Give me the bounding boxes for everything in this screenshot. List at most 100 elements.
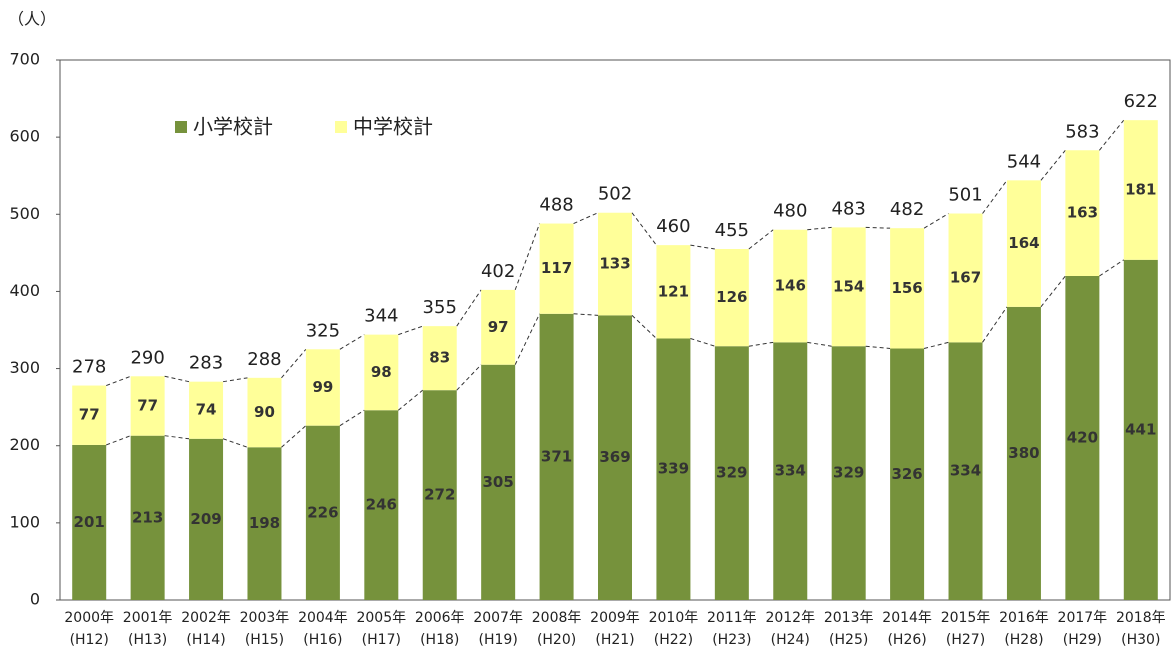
legend-swatch — [335, 121, 347, 133]
connector — [690, 338, 715, 347]
x-tick-sublabel: (H22) — [654, 632, 693, 648]
bar-segment — [305, 349, 340, 426]
bar-segment — [656, 338, 691, 600]
bar-segment — [364, 334, 399, 411]
segment-label: 326 — [891, 465, 922, 483]
x-tick-sublabel: (H17) — [362, 632, 401, 648]
segment-label: 246 — [366, 496, 397, 514]
segment-label: 339 — [658, 460, 689, 478]
x-tick-label: 2010年 — [649, 610, 699, 626]
total-label: 355 — [423, 297, 457, 318]
legend-label: 小学校計 — [193, 115, 273, 139]
connector — [281, 348, 307, 379]
connector — [923, 341, 949, 349]
segment-label: 98 — [371, 363, 392, 381]
bar-segment — [422, 390, 457, 600]
y-tick-label: 100 — [9, 512, 40, 531]
segment-label: 163 — [1067, 204, 1098, 222]
total-label: 460 — [656, 216, 690, 237]
bar-segment — [1065, 276, 1100, 600]
x-tick-label: 2015年 — [941, 610, 991, 626]
segment-label: 334 — [950, 462, 981, 480]
bar-segment — [422, 326, 457, 391]
bar-segment — [948, 342, 983, 600]
x-tick-sublabel: (H25) — [829, 632, 868, 648]
total-label: 488 — [539, 195, 573, 216]
y-tick-label: 300 — [9, 358, 40, 377]
total-label: 544 — [1007, 151, 1041, 172]
segment-label: 371 — [541, 447, 572, 465]
total-label: 290 — [130, 347, 164, 368]
connector — [690, 244, 715, 250]
segment-label: 380 — [1008, 444, 1039, 462]
connector — [514, 313, 541, 365]
connector — [865, 226, 891, 229]
connector — [514, 223, 541, 291]
bar-segment — [773, 342, 808, 600]
bar-segment — [130, 376, 165, 436]
x-tick-sublabel: (H16) — [303, 632, 342, 648]
segment-label: 272 — [424, 486, 455, 504]
segment-label: 167 — [950, 268, 981, 286]
connector — [339, 334, 365, 350]
segment-label: 74 — [196, 401, 217, 419]
bar-segment — [364, 410, 399, 600]
x-tick-label: 2000年 — [64, 610, 114, 626]
y-tick-label: 400 — [9, 281, 40, 300]
y-tick-label: 700 — [9, 50, 40, 69]
connector — [164, 375, 190, 383]
connector — [398, 325, 423, 336]
y-tick-label: 600 — [9, 127, 40, 146]
total-label: 501 — [948, 185, 982, 206]
segment-label: 226 — [307, 503, 338, 521]
connector — [281, 425, 307, 448]
bar-segment — [1123, 120, 1158, 260]
segment-label: 420 — [1067, 429, 1098, 447]
x-tick-sublabel: (H23) — [712, 632, 751, 648]
segment-label: 154 — [833, 277, 864, 295]
x-tick-label: 2007年 — [473, 610, 523, 626]
y-tick-label: 200 — [9, 435, 40, 454]
legend-label: 中学校計 — [353, 115, 433, 139]
y-tick-label: 0 — [30, 590, 40, 609]
segment-label: 329 — [716, 464, 747, 482]
total-label: 502 — [598, 184, 632, 205]
x-tick-label: 2004年 — [298, 610, 348, 626]
total-label: 622 — [1124, 91, 1158, 112]
bar-segment — [831, 346, 866, 600]
total-label: 325 — [306, 320, 340, 341]
segment-label: 209 — [190, 510, 221, 528]
total-label: 482 — [890, 199, 924, 220]
x-tick-sublabel: (H28) — [1004, 632, 1043, 648]
connector — [456, 289, 482, 327]
total-label: 402 — [481, 261, 515, 282]
x-tick-label: 2005年 — [356, 610, 406, 626]
x-tick-sublabel: (H15) — [245, 632, 284, 648]
bar-segment — [1006, 180, 1041, 307]
segment-label: 181 — [1125, 180, 1156, 198]
connector — [222, 438, 248, 448]
segment-label: 77 — [79, 406, 100, 424]
connector — [1040, 275, 1066, 308]
bar-segment — [72, 385, 107, 445]
bar-segment — [189, 381, 224, 439]
connector — [1098, 119, 1125, 151]
bar-segment — [130, 435, 165, 600]
connector — [748, 229, 774, 250]
segment-label: 156 — [891, 279, 922, 297]
bar-segment — [598, 315, 632, 600]
connector — [456, 364, 482, 391]
segment-label: 164 — [1008, 234, 1039, 252]
x-tick-sublabel: (H27) — [946, 632, 985, 648]
bar-segment — [1065, 150, 1100, 276]
x-tick-sublabel: (H12) — [70, 632, 109, 648]
bar-segment — [539, 223, 574, 314]
segment-label: 121 — [658, 282, 689, 300]
x-tick-sublabel: (H21) — [595, 632, 634, 648]
segment-label: 213 — [132, 508, 163, 526]
segment-label: 117 — [541, 259, 572, 277]
bar-segment — [890, 228, 925, 349]
bar-segment — [598, 212, 632, 316]
segment-label: 146 — [775, 277, 806, 295]
